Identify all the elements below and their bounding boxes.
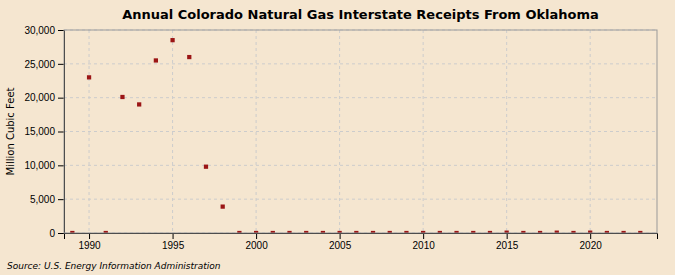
chart: 1990 1995 2000 2005 2010 2015 2020 0 5,000 10,000… [0,0,675,275]
tick-mark [590,233,591,239]
x-axis: 1990 1995 2000 2005 2010 2015 2020 [65,233,658,251]
tick-label: 10,000 [24,160,55,171]
points [70,38,642,233]
frame [64,30,657,233]
tick-label: 15,000 [24,126,55,137]
tick: 30,000 [24,25,64,36]
grid-line [590,30,591,233]
tick: 2020 [580,233,603,251]
point [87,75,91,79]
tick-label: 2015 [496,240,519,251]
grid-line [64,97,657,98]
tick-mark [58,199,64,200]
tick: 10,000 [24,160,64,171]
tick-mark [58,30,64,31]
title: Annual Colorado Natural Gas Interstate R… [122,7,599,22]
tick: 20,000 [24,92,64,103]
axis-line [65,234,658,240]
tick-mark [58,64,64,65]
tick-label: 30,000 [24,25,55,36]
tick: 1995 [162,233,185,251]
point [154,58,158,62]
tick-label: 1990 [78,240,101,251]
point [120,95,124,99]
y-axis-title: Million Cubic Feet [5,87,16,175]
background [0,0,675,275]
grid-line [506,30,507,233]
tick: 2015 [496,233,519,251]
tick-label: 5,000 [30,194,55,205]
tick-label: 2005 [329,240,352,251]
tick-label: 20,000 [24,92,55,103]
point [221,204,225,208]
tick: 2000 [245,233,268,251]
tick: 5,000 [30,194,64,205]
plot: 1990 1995 2000 2005 2010 2015 2020 0 5,000 10,000… [24,25,657,251]
tick: 25,000 [24,59,64,70]
tick-label: 2010 [413,240,436,251]
grid [64,30,657,233]
tick-label: 2020 [580,240,603,251]
grid-line [64,63,657,64]
tick-mark [340,233,341,239]
tick-mark [89,233,90,239]
tick: 2010 [413,233,436,251]
tick: 1990 [78,233,101,251]
tick-mark [58,132,64,133]
tick: 2005 [329,233,352,251]
tick-mark [173,233,174,239]
grid-line [64,131,657,132]
tick-mark [507,233,508,239]
point [137,102,141,106]
grid-line [339,30,340,233]
tick: 15,000 [24,126,64,137]
tick-label: 25,000 [24,59,55,70]
tick: 0 [49,228,64,239]
point [170,38,174,42]
tick-mark [423,233,424,239]
tick-mark [58,165,64,166]
tick-label: 2000 [245,240,268,251]
tick-label: 0 [49,228,55,239]
grid-line [423,30,424,233]
tick-label: 1995 [162,240,185,251]
grid-line [64,199,657,200]
tick-mark [58,98,64,99]
y-axis: 0 5,000 10,000 15,000 20,000 25,000 30,000 [24,25,64,239]
grid-line [64,165,657,166]
point [204,165,208,169]
tick-mark [58,233,64,234]
tick-mark [256,233,257,239]
point [187,55,191,59]
source: Source: U.S. Energy Information Administ… [7,261,221,271]
